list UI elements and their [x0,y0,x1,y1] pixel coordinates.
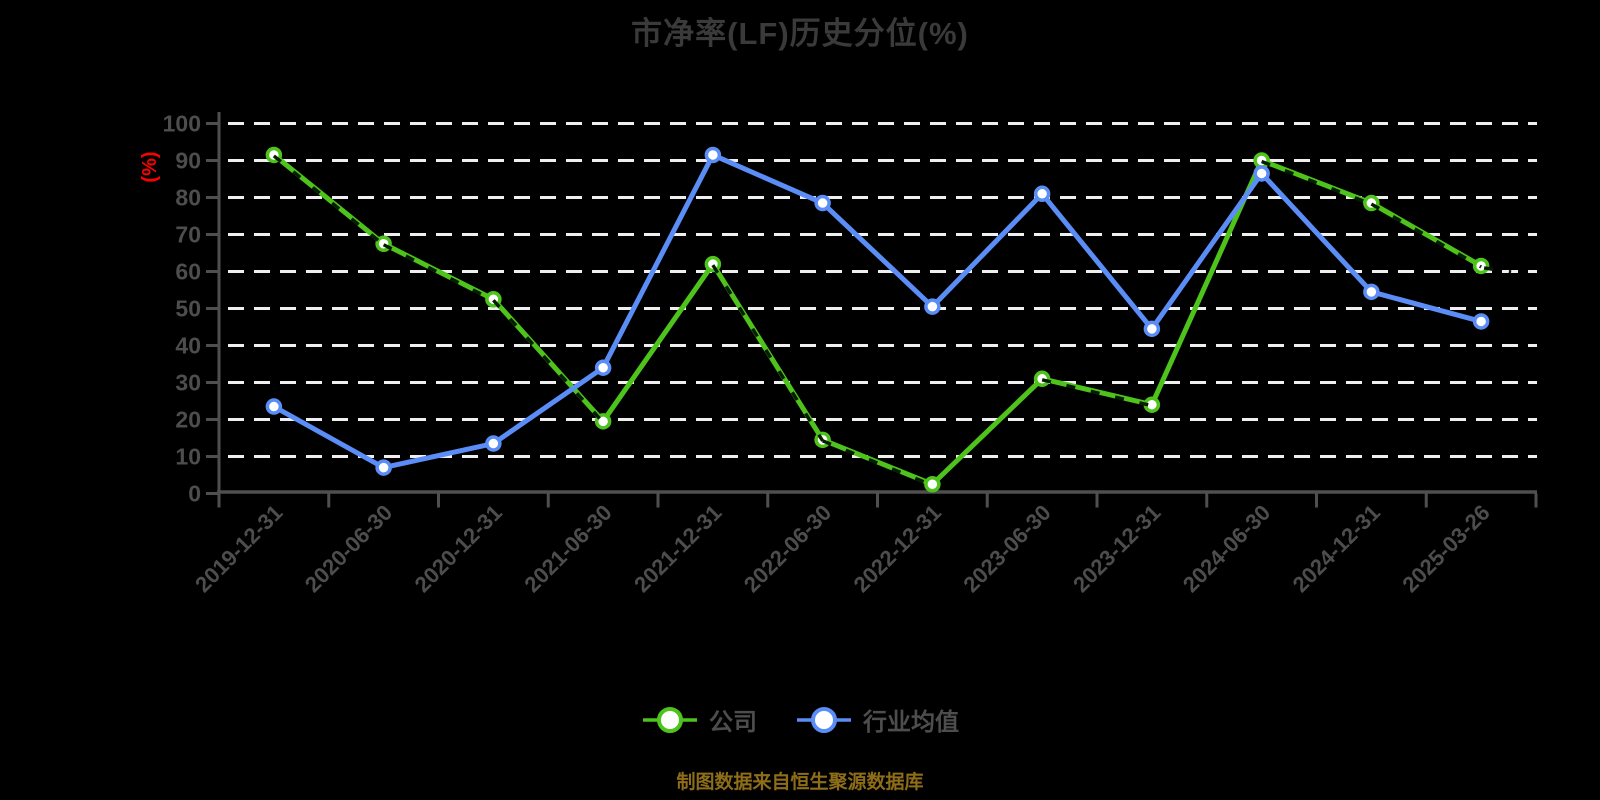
industry-average-data-point [1253,165,1270,182]
industry-average-data-point [375,459,392,476]
company-series-dash-overlay [1261,159,1372,206]
chart-title: 市净率(LF)历史分位(%) [631,16,969,51]
legend-item-company[interactable]: 公司 [641,702,757,737]
y-axis-unit-label: (%) [139,151,161,182]
company-series-line [271,152,1484,487]
company-series-dash-overlay [1041,378,1153,408]
legend-item-industry-average[interactable]: 行业均值 [795,702,959,737]
company-data-point [924,476,941,493]
industry-average-data-point [924,298,941,315]
x-axis-label: 2019-12-31 [190,500,287,597]
industry-average-data-point [704,146,722,164]
x-axis-label: 2021-06-30 [519,500,616,597]
industry-average-data-point [1033,185,1051,203]
x-axis-label: 2022-12-31 [849,500,946,597]
y-axis-label: 90 [175,148,201,174]
industry-average-data-point [814,194,831,212]
industry-average-data-point [594,359,612,376]
legend-label-industry-average: 行业均值 [863,709,959,736]
x-axis-label: 2021-12-31 [629,500,726,597]
company-data-point [704,255,722,273]
y-axis-label: 50 [175,296,201,322]
y-axis-label: 20 [175,407,201,433]
y-axis-label: 70 [175,222,201,248]
industry-average-data-point [1143,320,1161,338]
data-source-note: 制图数据来自恒生聚源数据库 [676,772,924,793]
y-axis-label: 40 [175,333,201,359]
company-line-marker-icon [643,706,697,733]
company-series-dash-overlay [382,243,495,302]
x-axis-label: 2023-12-31 [1068,500,1165,597]
y-axis-label: 30 [175,370,201,396]
y-axis-label: 60 [175,259,201,285]
company-series-dash-overlay-tail [1483,266,1512,274]
company-series-dash-overlay [711,264,825,442]
chart-legend: 公司 行业均值 [0,702,1600,737]
y-axis-label: 0 [188,481,201,507]
x-axis-label: 2022-06-30 [739,500,836,597]
company-series-dash-overlay [1370,202,1482,269]
company-data-point [1033,370,1051,388]
legend-label-company: 公司 [709,709,757,736]
industry-average-data-point [485,435,502,452]
industry-average-data-point [1363,283,1380,301]
industry-average-line-marker-icon [797,706,851,733]
industry-average-data-point [265,398,283,415]
industry-average-data-point [1472,313,1490,330]
x-axis-label: 2024-12-31 [1288,500,1385,597]
x-axis-label: 2020-06-30 [300,500,397,597]
industry-average-series-line [271,152,1484,471]
y-axis-label: 100 [163,111,201,137]
x-axis-label: 2023-06-30 [958,500,1055,597]
y-axis-label: 80 [175,185,201,211]
x-axis-label: 2025-03-26 [1397,500,1494,597]
y-axis-label: 10 [175,444,201,470]
x-axis-label: 2024-06-30 [1178,500,1275,597]
company-series-dash-overlay [492,299,605,424]
x-axis-label: 2020-12-31 [410,500,507,597]
